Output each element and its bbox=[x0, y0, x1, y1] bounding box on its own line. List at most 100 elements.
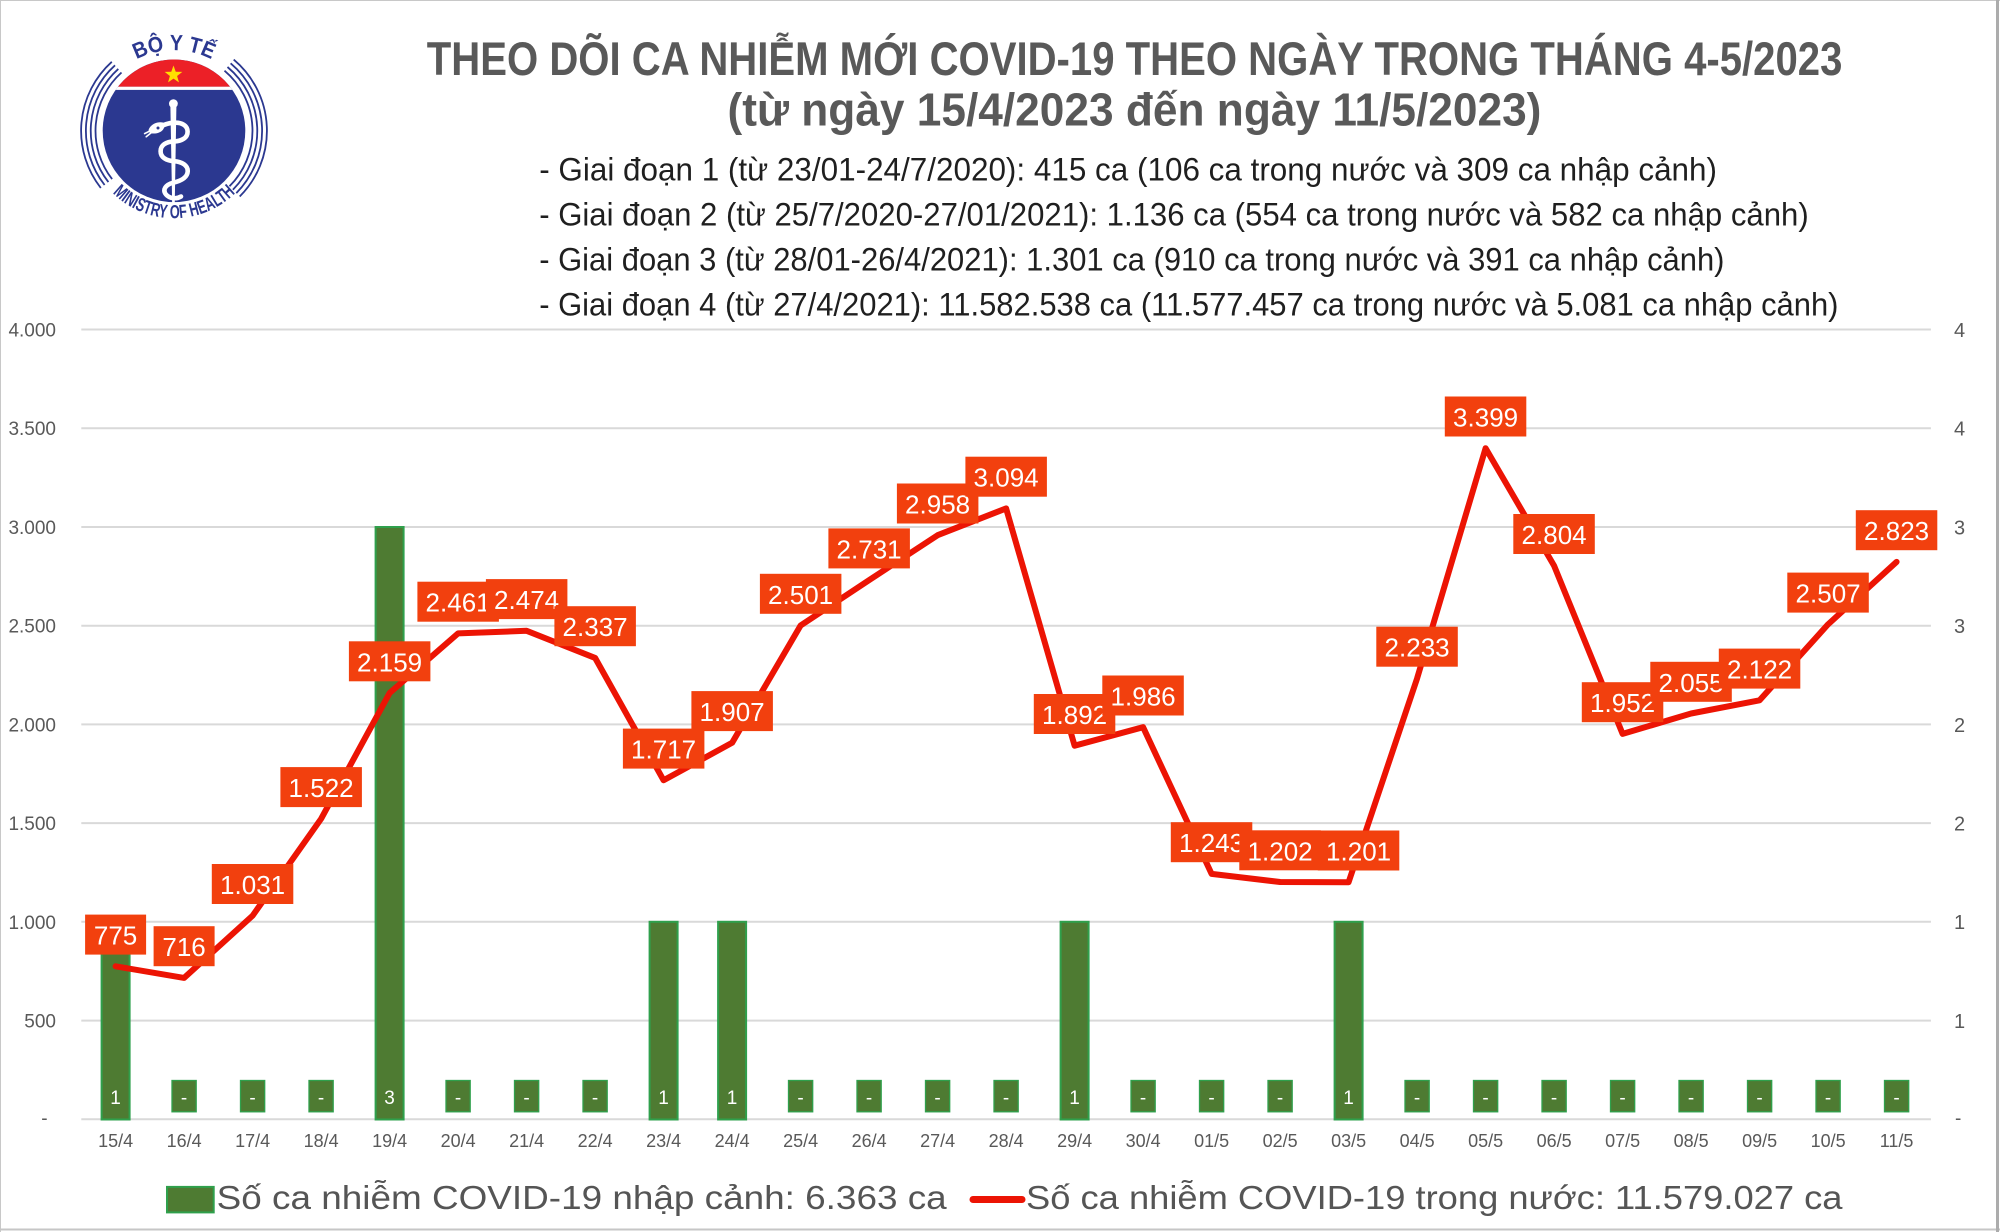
svg-text:19/4: 19/4 bbox=[372, 1131, 407, 1151]
svg-text:2.958: 2.958 bbox=[905, 490, 970, 520]
svg-text:01/5: 01/5 bbox=[1194, 1131, 1229, 1151]
svg-text:Số ca nhiễm COVID-19 nhập cảnh: Số ca nhiễm COVID-19 nhập cảnh: 6.363 ca bbox=[217, 1179, 948, 1216]
svg-text:18/4: 18/4 bbox=[304, 1131, 339, 1151]
svg-text:-: - bbox=[455, 1088, 461, 1109]
svg-text:-: - bbox=[797, 1088, 803, 1109]
svg-text:24/4: 24/4 bbox=[715, 1131, 750, 1151]
svg-text:1: 1 bbox=[1343, 1088, 1354, 1109]
svg-text:1.000: 1.000 bbox=[8, 913, 56, 934]
svg-text:-: - bbox=[523, 1088, 529, 1109]
svg-text:1.500: 1.500 bbox=[8, 814, 56, 835]
svg-text:1: 1 bbox=[727, 1088, 738, 1109]
svg-text:04/5: 04/5 bbox=[1400, 1131, 1435, 1151]
svg-text:-: - bbox=[1482, 1088, 1488, 1109]
svg-text:1.201: 1.201 bbox=[1326, 837, 1391, 867]
svg-text:-: - bbox=[1140, 1088, 1146, 1109]
svg-text:-: - bbox=[181, 1088, 187, 1109]
svg-text:THEO DÕI CA NHIỄM MỚI COVID-19: THEO DÕI CA NHIỄM MỚI COVID-19 THEO NGÀY… bbox=[427, 32, 1843, 85]
svg-text:1.202: 1.202 bbox=[1248, 836, 1313, 866]
svg-text:4: 4 bbox=[1954, 419, 1965, 441]
svg-text:11/5: 11/5 bbox=[1880, 1131, 1914, 1151]
svg-text:21/4: 21/4 bbox=[509, 1131, 544, 1151]
svg-text:-: - bbox=[1003, 1088, 1009, 1109]
svg-text:BỘ Y TẾ: BỘ Y TẾ bbox=[129, 30, 220, 64]
svg-text:16/4: 16/4 bbox=[167, 1131, 202, 1151]
svg-text:-: - bbox=[249, 1088, 255, 1109]
svg-text:09/5: 09/5 bbox=[1742, 1131, 1777, 1151]
svg-text:-: - bbox=[1208, 1088, 1214, 1109]
svg-text:3: 3 bbox=[1954, 616, 1965, 638]
svg-text:-: - bbox=[1756, 1088, 1762, 1109]
svg-text:-: - bbox=[1551, 1088, 1557, 1109]
svg-text:3.399: 3.399 bbox=[1453, 403, 1518, 433]
svg-text:3.500: 3.500 bbox=[8, 419, 56, 440]
svg-text:2.501: 2.501 bbox=[768, 580, 833, 610]
svg-text:2.233: 2.233 bbox=[1385, 633, 1450, 663]
svg-text:10/5: 10/5 bbox=[1811, 1131, 1846, 1151]
svg-text:-: - bbox=[318, 1088, 324, 1109]
svg-text:- Giai đoạn 2 (từ 25/7/2020-27: - Giai đoạn 2 (từ 25/7/2020-27/01/2021):… bbox=[539, 197, 1809, 233]
svg-text:716: 716 bbox=[162, 932, 205, 962]
svg-text:3.000: 3.000 bbox=[8, 518, 56, 539]
svg-text:1: 1 bbox=[110, 1088, 121, 1109]
svg-text:4.000: 4.000 bbox=[8, 321, 56, 342]
svg-text:2.055: 2.055 bbox=[1659, 668, 1724, 698]
svg-text:1: 1 bbox=[1954, 912, 1965, 934]
svg-text:-: - bbox=[1955, 1108, 1961, 1129]
svg-text:775: 775 bbox=[94, 921, 137, 951]
svg-text:27/4: 27/4 bbox=[920, 1131, 955, 1151]
svg-text:28/4: 28/4 bbox=[989, 1131, 1024, 1151]
svg-text:-: - bbox=[41, 1108, 47, 1129]
svg-text:25/4: 25/4 bbox=[783, 1131, 818, 1151]
svg-text:4: 4 bbox=[1954, 320, 1965, 342]
svg-text:- Giai đoạn 4 (từ 27/4/2021):: - Giai đoạn 4 (từ 27/4/2021): 11.582.538… bbox=[539, 287, 1838, 323]
svg-text:1.952: 1.952 bbox=[1590, 688, 1655, 718]
svg-text:23/4: 23/4 bbox=[646, 1131, 681, 1151]
svg-text:-: - bbox=[592, 1088, 598, 1109]
svg-text:1.907: 1.907 bbox=[700, 697, 765, 727]
svg-text:-: - bbox=[934, 1088, 940, 1109]
svg-text:26/4: 26/4 bbox=[852, 1131, 887, 1151]
svg-text:2.500: 2.500 bbox=[8, 617, 56, 638]
svg-text:2.731: 2.731 bbox=[837, 534, 902, 564]
svg-text:06/5: 06/5 bbox=[1537, 1131, 1572, 1151]
svg-text:-: - bbox=[1893, 1088, 1899, 1109]
svg-text:1.031: 1.031 bbox=[220, 870, 285, 900]
svg-text:Số ca nhiễm COVID-19 trong nướ: Số ca nhiễm COVID-19 trong nước: 11.579.… bbox=[1026, 1179, 1843, 1216]
svg-text:1: 1 bbox=[1954, 1011, 1965, 1033]
svg-text:2.159: 2.159 bbox=[357, 647, 422, 677]
svg-text:- Giai đoạn 1 (từ 23/01-24/7/2: - Giai đoạn 1 (từ 23/01-24/7/2020): 415 … bbox=[539, 152, 1717, 188]
svg-text:2.461: 2.461 bbox=[426, 588, 491, 618]
svg-text:-: - bbox=[1414, 1088, 1420, 1109]
svg-text:-: - bbox=[1825, 1088, 1831, 1109]
svg-text:07/5: 07/5 bbox=[1605, 1131, 1640, 1151]
svg-text:2.337: 2.337 bbox=[563, 612, 628, 642]
svg-text:2.507: 2.507 bbox=[1796, 579, 1861, 609]
svg-text:3: 3 bbox=[384, 1088, 395, 1109]
svg-text:2.804: 2.804 bbox=[1522, 520, 1587, 550]
svg-text:-: - bbox=[1277, 1088, 1283, 1109]
svg-text:- Giai đoạn 3 (từ 28/01-26/4/2: - Giai đoạn 3 (từ 28/01-26/4/2021): 1.30… bbox=[539, 242, 1724, 278]
svg-text:03/5: 03/5 bbox=[1331, 1131, 1366, 1151]
svg-text:2.000: 2.000 bbox=[8, 715, 56, 736]
svg-text:15/4: 15/4 bbox=[98, 1131, 133, 1151]
svg-text:1.522: 1.522 bbox=[289, 773, 354, 803]
svg-text:02/5: 02/5 bbox=[1263, 1131, 1298, 1151]
svg-text:1: 1 bbox=[1069, 1088, 1080, 1109]
svg-text:22/4: 22/4 bbox=[578, 1131, 613, 1151]
svg-text:2: 2 bbox=[1954, 715, 1965, 737]
svg-text:29/4: 29/4 bbox=[1057, 1131, 1092, 1151]
svg-text:-: - bbox=[1688, 1088, 1694, 1109]
svg-text:500: 500 bbox=[24, 1012, 56, 1033]
svg-text:1.892: 1.892 bbox=[1042, 700, 1107, 730]
svg-text:3: 3 bbox=[1954, 517, 1965, 539]
svg-text:05/5: 05/5 bbox=[1468, 1131, 1503, 1151]
svg-text:2.122: 2.122 bbox=[1727, 655, 1792, 685]
svg-text:2.474: 2.474 bbox=[494, 585, 559, 615]
svg-text:30/4: 30/4 bbox=[1126, 1131, 1161, 1151]
svg-text:-: - bbox=[1619, 1088, 1625, 1109]
svg-text:1: 1 bbox=[658, 1088, 669, 1109]
svg-text:08/5: 08/5 bbox=[1674, 1131, 1709, 1151]
svg-text:-: - bbox=[866, 1088, 872, 1109]
svg-text:1.986: 1.986 bbox=[1111, 682, 1176, 712]
